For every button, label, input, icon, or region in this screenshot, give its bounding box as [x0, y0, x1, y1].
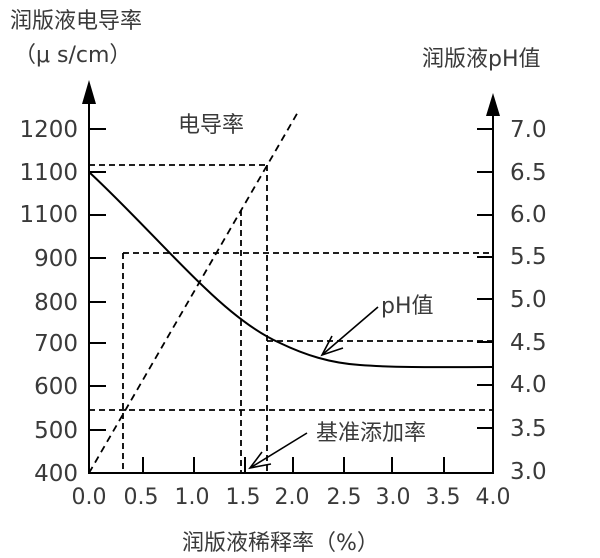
- right-tick-label: 7.0: [510, 117, 547, 143]
- x-tick-label: 1.5: [226, 485, 261, 510]
- x-tick-label: 0.0: [72, 485, 107, 510]
- right-tick-label: 4.5: [510, 330, 547, 356]
- x-tick-label: 4.0: [476, 485, 511, 510]
- annotation-ph: pH值: [381, 294, 434, 319]
- left-ticks: [89, 128, 106, 431]
- x-tick-label: 3.0: [376, 485, 411, 510]
- series-ph: [88, 171, 494, 369]
- reference-lines: [89, 164, 493, 473]
- x-tick-label: 2.5: [327, 485, 362, 510]
- left-axis-arrow-icon: [82, 80, 96, 104]
- x-ticks: [142, 457, 445, 473]
- left-tick-label: 900: [34, 246, 78, 272]
- right-tick-label: 6.5: [510, 160, 547, 186]
- right-tick-labels: 7.0 6.5 6.0 5.5 5.0 4.5 4.0 3.5 3.0: [510, 117, 547, 485]
- right-ticks: [477, 128, 493, 429]
- annotation-conductivity: 电导率: [178, 113, 244, 138]
- x-tick-label: 0.5: [124, 485, 159, 510]
- x-tick-label: 1.0: [175, 485, 210, 510]
- left-tick-label: 500: [34, 418, 78, 444]
- left-tick-labels: 1200 1100 1100 900 800 700 600 500 400: [19, 117, 78, 487]
- x-tick-label: 3.5: [426, 485, 461, 510]
- right-tick-label: 4.0: [510, 372, 547, 398]
- left-axis-title: 润版液电导率: [10, 9, 142, 34]
- right-tick-label: 5.5: [510, 244, 547, 270]
- left-tick-label: 400: [34, 461, 78, 487]
- x-axis-title: 润版液稀释率（%）: [182, 531, 379, 556]
- left-tick-label: 1100: [19, 202, 78, 228]
- x-tick-labels: 0.0 0.5 1.0 1.5 2.0 2.5 3.0 3.5 4.0: [72, 485, 511, 510]
- right-tick-label: 3.0: [510, 459, 547, 485]
- left-tick-label: 800: [34, 290, 78, 316]
- left-tick-label: 1100: [19, 160, 78, 186]
- axes: [82, 80, 500, 474]
- annotation-base-arrow-icon: [248, 432, 308, 470]
- left-axis-unit: （μ s/cm）: [14, 43, 131, 68]
- right-tick-label: 3.5: [510, 416, 547, 442]
- x-tick-label: 2.0: [275, 485, 310, 510]
- annotation-ph-arrow-icon: [320, 306, 379, 357]
- series-conductivity: [88, 111, 299, 474]
- left-tick-label: 1200: [19, 117, 78, 143]
- right-axis-title: 润版液pH值: [422, 47, 541, 72]
- right-tick-label: 6.0: [510, 202, 547, 228]
- left-tick-label: 700: [34, 331, 78, 357]
- right-tick-label: 5.0: [510, 287, 547, 313]
- right-axis-arrow-icon: [486, 93, 500, 116]
- left-tick-label: 600: [34, 374, 78, 400]
- annotation-base-rate: 基准添加率: [316, 421, 426, 446]
